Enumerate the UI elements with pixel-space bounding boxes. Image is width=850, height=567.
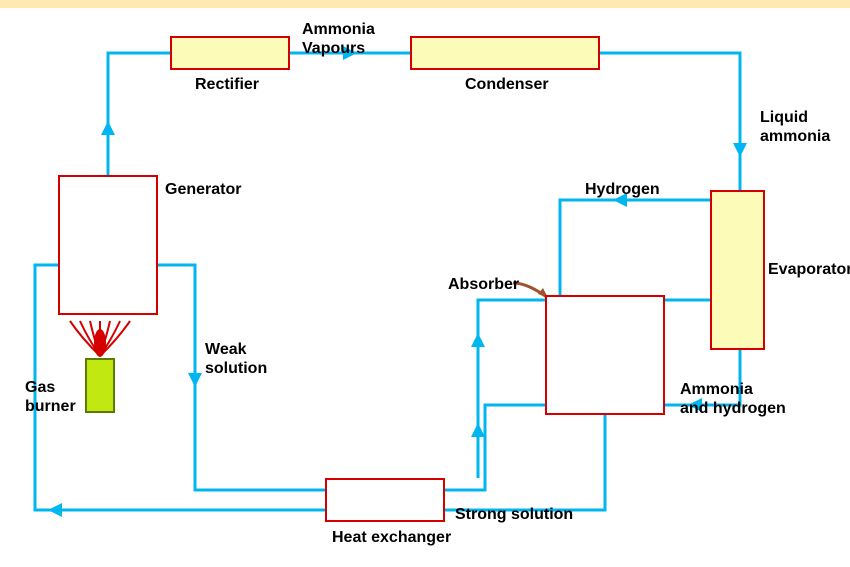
flow-arrow-icon (101, 121, 115, 135)
flame-icon (100, 321, 120, 356)
flame-icon (80, 321, 100, 356)
node-heat_exchanger (325, 478, 445, 522)
flow-label-weak_solution: Weak solution (205, 340, 267, 378)
pipe-6 (445, 405, 545, 490)
flow-label-ammonia_vapours: Ammonia Vapours (302, 20, 375, 58)
flow-label-hydrogen: Hydrogen (585, 180, 660, 199)
flame-core-icon (94, 329, 106, 357)
flame-icon (100, 321, 130, 356)
flame-icon (90, 321, 100, 356)
label-evaporator: Evaporator (768, 260, 850, 279)
label-heat_exchanger: Heat exchanger (332, 528, 451, 547)
label-condenser: Condenser (465, 75, 549, 94)
label-gas_burner: Gas burner (25, 378, 76, 416)
label-rectifier: Rectifier (195, 75, 259, 94)
flow-arrow-icon (471, 423, 485, 437)
flow-arrow-icon (188, 373, 202, 387)
node-generator (58, 175, 158, 315)
flow-arrow-icon (48, 503, 62, 517)
pipe-10 (478, 300, 545, 478)
pipe-0 (108, 53, 170, 175)
label-generator: Generator (165, 180, 241, 199)
pipe-7 (445, 415, 605, 510)
flame-icon (100, 321, 110, 356)
flow-arrow-icon (471, 333, 485, 347)
flow-arrow-icon (733, 143, 747, 157)
flame-icon (70, 321, 100, 356)
node-rectifier (170, 36, 290, 70)
label-absorber: Absorber (448, 275, 519, 294)
node-evaporator (710, 190, 765, 350)
node-gas_burner (85, 358, 115, 413)
node-condenser (410, 36, 600, 70)
flow-label-ammonia_hydrogen: Ammonia and hydrogen (680, 380, 786, 418)
pipe-4 (560, 200, 710, 295)
node-absorber (545, 295, 665, 415)
flow-label-liquid_ammonia: Liquid ammonia (760, 108, 830, 146)
flow-label-strong_solution: Strong solution (455, 505, 573, 524)
top-banner-strip (0, 0, 850, 8)
pipe-2 (600, 53, 740, 190)
